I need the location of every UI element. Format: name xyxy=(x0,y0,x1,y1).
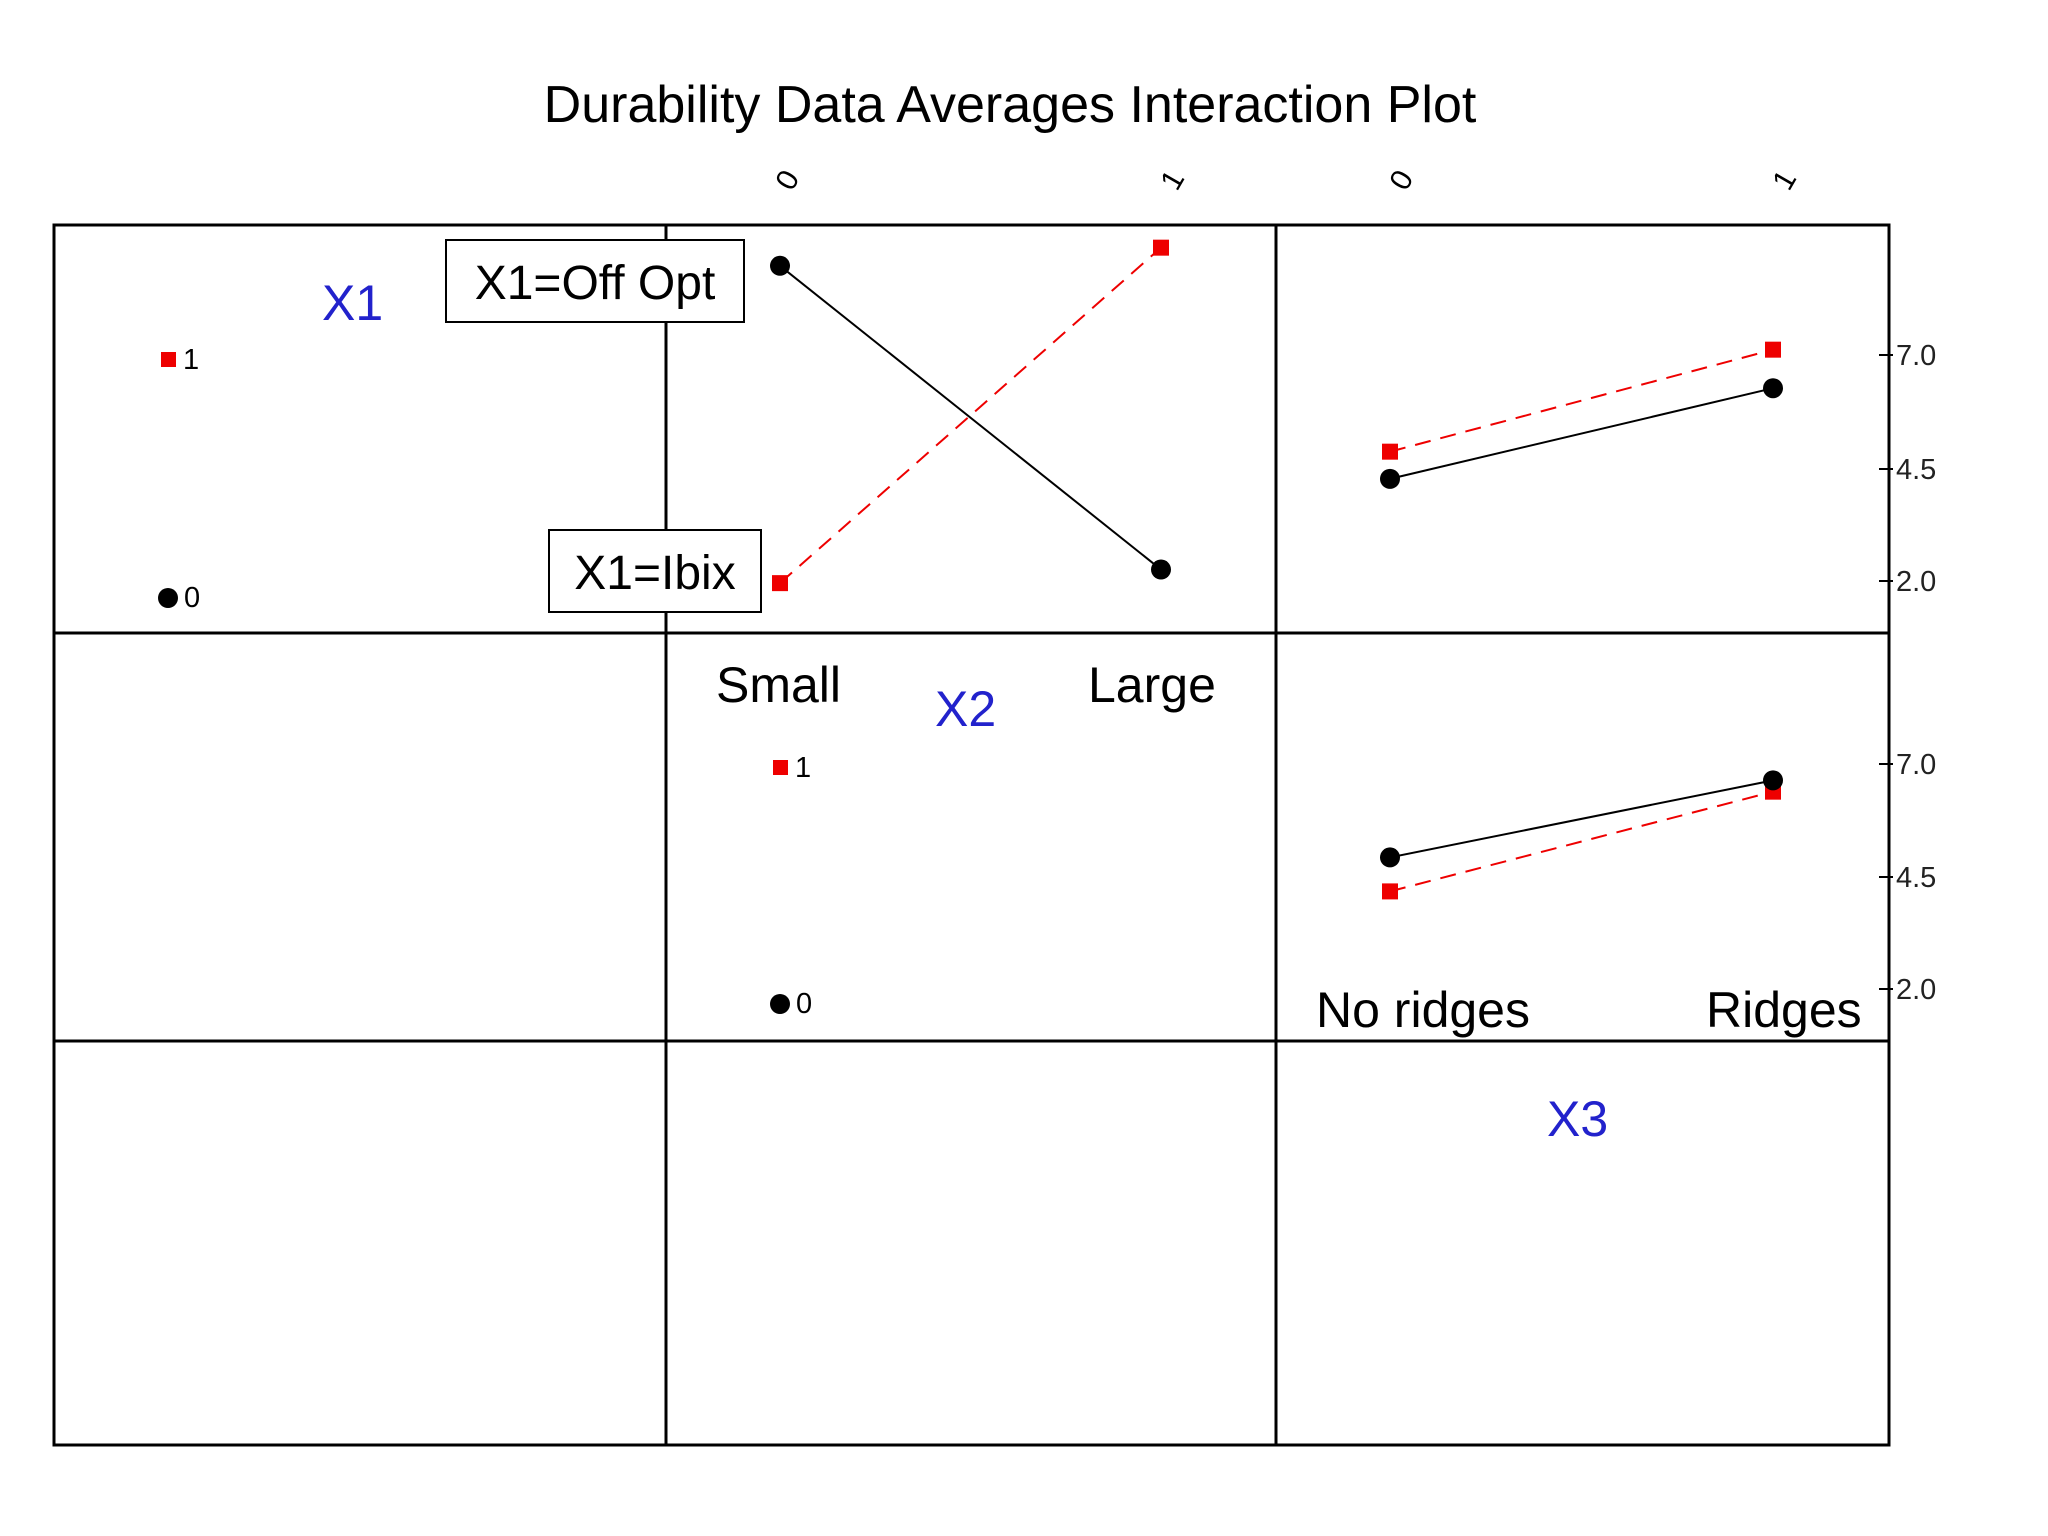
level-marker-square xyxy=(773,760,788,775)
level-name-small: Small xyxy=(716,657,841,713)
y-axis-row2 xyxy=(1879,763,1893,990)
level-text-0: 0 xyxy=(184,582,200,614)
y-tick-label: 2.0 xyxy=(1896,566,1936,598)
data-point-square xyxy=(772,575,788,592)
callout-text: X1=Off Opt xyxy=(475,257,716,310)
interaction-panel-x1-x2 xyxy=(770,239,1171,592)
data-point-square xyxy=(1153,239,1169,256)
y-tick-label: 7.0 xyxy=(1896,749,1936,781)
top-tick-label: 0 xyxy=(1383,165,1420,196)
data-point-dot xyxy=(770,255,790,276)
level-marker-dot xyxy=(770,994,790,1014)
series-line xyxy=(1389,387,1774,480)
data-point-square xyxy=(1765,341,1781,358)
y-tick-label: 7.0 xyxy=(1896,340,1936,372)
data-point-square xyxy=(1382,443,1398,460)
callout-box xyxy=(445,239,745,323)
y-tick-label: 4.5 xyxy=(1896,454,1936,486)
series-line xyxy=(779,246,1162,584)
series-line xyxy=(1389,790,1774,893)
level-name-ridges: Ridges xyxy=(1706,982,1862,1038)
data-point-dot xyxy=(1763,770,1783,791)
callout-box xyxy=(548,529,762,613)
variable-label-x1: X1 xyxy=(322,275,383,331)
data-point-dot xyxy=(1380,847,1400,868)
series-line xyxy=(779,265,1162,571)
level-name-large: Large xyxy=(1088,657,1216,713)
level-text-1: 1 xyxy=(183,344,199,376)
top-tick-label: 1 xyxy=(1154,165,1191,196)
variable-label-x2: X2 xyxy=(935,681,996,737)
interaction-panel-x1-x3 xyxy=(1380,341,1783,489)
callout-ibix: X1=Ibix xyxy=(548,529,762,613)
level-name-no-ridges: No ridges xyxy=(1316,982,1530,1038)
y-tick-label: 4.5 xyxy=(1896,862,1936,894)
series-line xyxy=(1389,779,1774,859)
data-point-dot xyxy=(1151,559,1171,580)
top-tick-label: 1 xyxy=(1766,165,1803,196)
callout-text: X1=Ibix xyxy=(574,547,735,600)
variable-label-x3: X3 xyxy=(1547,1091,1608,1147)
matrix-frame xyxy=(52,223,1891,1447)
matrix-border xyxy=(52,223,1891,1447)
callout-off-opt: X1=Off Opt xyxy=(445,239,745,323)
level-text-1: 1 xyxy=(795,752,811,784)
data-point-dot xyxy=(1380,468,1400,489)
series-line xyxy=(1389,348,1774,453)
level-marker-square xyxy=(161,352,176,367)
level-text-0: 0 xyxy=(796,988,812,1020)
chart-title: Durability Data Averages Interaction Plo… xyxy=(544,76,1477,134)
y-tick-label: 2.0 xyxy=(1896,974,1936,1006)
data-point-square xyxy=(1382,883,1398,900)
top-tick-label: 0 xyxy=(769,165,806,196)
level-marker-dot xyxy=(158,588,178,608)
data-point-dot xyxy=(1763,378,1783,399)
interaction-panel-x2-x3 xyxy=(1380,770,1783,900)
y-axis-row1 xyxy=(1879,354,1893,582)
